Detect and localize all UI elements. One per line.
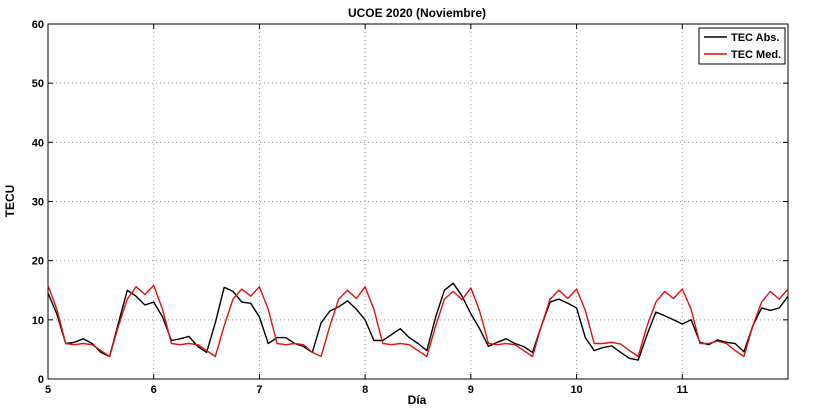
series-line-tec-abs: [47, 282, 789, 361]
grid: [48, 24, 788, 379]
x-tick-label: 10: [570, 384, 582, 396]
y-tick-label: 30: [32, 197, 44, 209]
x-tick-label: 7: [256, 384, 262, 396]
x-tick-label: 5: [45, 384, 51, 396]
series-lines: [47, 282, 789, 361]
y-tick-label: 40: [32, 137, 44, 149]
legend: TEC Abs. TEC Med.: [698, 27, 786, 65]
x-tick-label: 6: [151, 384, 157, 396]
y-tick-label: 50: [32, 78, 44, 90]
legend-label-tec-abs: TEC Abs.: [731, 32, 780, 44]
y-tick-label: 0: [38, 374, 44, 386]
y-axis-label: TECU: [3, 185, 17, 218]
x-axis-label: Día: [408, 393, 427, 407]
x-tick-label: 11: [676, 384, 688, 396]
series-line-tec-med: [47, 284, 789, 358]
legend-label-tec-med: TEC Med.: [731, 49, 781, 61]
y-tick-label: 60: [32, 19, 44, 31]
legend-box: [698, 27, 786, 65]
y-tick-label: 20: [32, 256, 44, 268]
x-tick-label: 8: [362, 384, 368, 396]
x-tick-label: 9: [468, 384, 474, 396]
y-tick-label: 10: [32, 315, 44, 327]
axis-ticks: 0 10 20 30 40 50 60 5 6 7 8 9 10 11: [32, 19, 788, 396]
chart-title: UCOE 2020 (Noviembre): [348, 6, 486, 20]
